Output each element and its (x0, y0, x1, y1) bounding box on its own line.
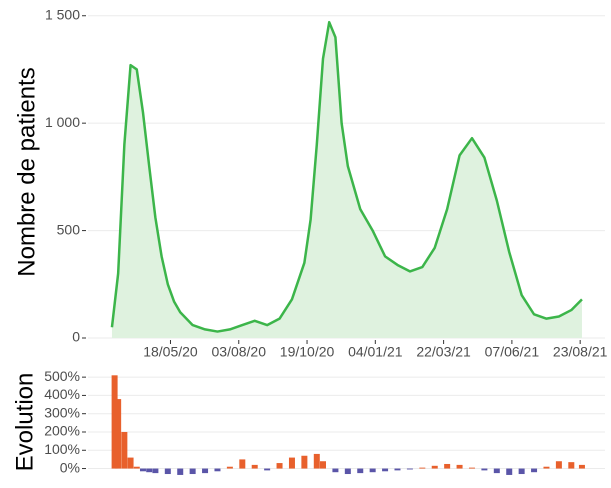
bar (456, 464, 463, 469)
bar (189, 468, 196, 475)
x-tick-label: 19/10/20 (280, 344, 335, 360)
bar (301, 455, 308, 469)
bar (555, 461, 562, 469)
bar (444, 463, 451, 469)
bar (468, 467, 475, 469)
bar (276, 463, 283, 469)
bar (431, 465, 438, 469)
bar (543, 466, 550, 469)
y-tick-label: 1 500 (45, 6, 80, 22)
bar (578, 464, 585, 469)
bar (419, 467, 426, 469)
x-tick-label: 07/06/21 (485, 344, 540, 360)
x-tick-label: 03/08/20 (212, 344, 267, 360)
y-tick-label: 0 (72, 329, 80, 345)
y-axis-title: Evolution (11, 373, 38, 472)
bar (531, 468, 538, 473)
bar (344, 468, 351, 475)
bar (288, 457, 295, 469)
bar (226, 466, 233, 469)
bar (127, 457, 134, 469)
bar (568, 462, 575, 469)
bar (214, 468, 221, 472)
bar (382, 468, 389, 472)
y-tick-label: 400% (44, 386, 80, 402)
bar (115, 399, 122, 469)
bar (202, 468, 209, 474)
bar (121, 431, 128, 469)
bar (357, 468, 364, 474)
area (111, 22, 582, 338)
bar (313, 453, 320, 469)
bar (139, 468, 146, 472)
y-tick-label: 1 000 (45, 114, 80, 130)
line (110, 20, 583, 333)
bar (152, 468, 159, 474)
bar (481, 468, 488, 471)
y-axis-title: Nombre de patients (13, 67, 40, 276)
bar (406, 468, 413, 470)
bar (177, 468, 184, 475)
bar (320, 461, 326, 469)
x-tick-label: 22/03/21 (416, 344, 471, 360)
bar (111, 375, 118, 469)
y-tick-label: 0% (60, 459, 80, 475)
y-tick-label: 200% (44, 423, 80, 439)
bar (264, 468, 271, 471)
x-tick-label: 23/08/21 (553, 344, 608, 360)
bar (518, 468, 525, 475)
bar (369, 468, 376, 473)
y-tick-label: 100% (44, 441, 80, 457)
bar (251, 464, 258, 469)
bar (133, 466, 140, 469)
y-tick-label: 500% (44, 368, 80, 384)
bar (332, 468, 339, 473)
bar (394, 468, 401, 471)
y-tick-label: 500 (57, 221, 81, 237)
bar (146, 468, 153, 473)
x-tick-label: 04/01/21 (348, 344, 403, 360)
bar (506, 468, 513, 475)
x-tick-label: 18/05/20 (143, 344, 198, 360)
bar (239, 459, 246, 469)
bar (493, 468, 500, 474)
y-tick-label: 300% (44, 404, 80, 420)
bar (164, 468, 171, 475)
